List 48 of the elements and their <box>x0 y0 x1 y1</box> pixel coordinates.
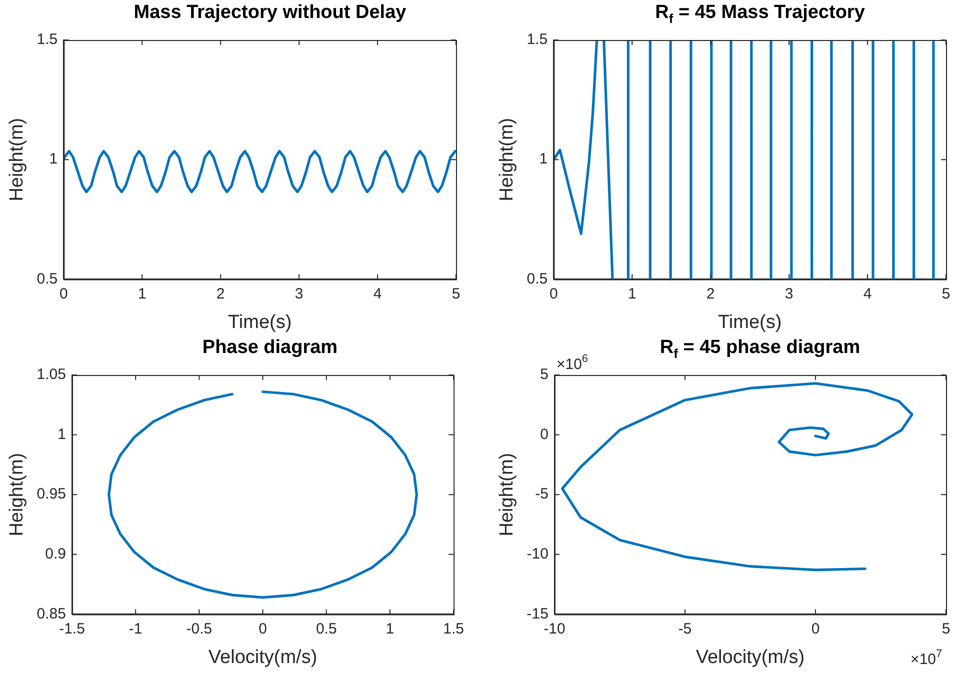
x-tick-label: -5 <box>678 620 692 638</box>
x-tick-label: 5 <box>942 620 950 638</box>
x-tick-label: 5 <box>452 285 460 302</box>
chart-title: Mass Trajectory without Delay <box>132 2 408 24</box>
x-tick-label: 4 <box>373 285 382 302</box>
x-tick-label: 1.5 <box>443 620 464 638</box>
y-tick-label: 0.9 <box>45 546 66 563</box>
x-tick-label: 3 <box>294 285 304 302</box>
x-tick-label: 0 <box>811 620 820 638</box>
y-tick-label: 0.5 <box>526 270 548 288</box>
y-tick-label: 0.95 <box>36 486 66 503</box>
y-axis-title: Height(m) <box>6 452 28 536</box>
x-tick-label: 3 <box>784 285 794 302</box>
y-tick-label: -5 <box>535 486 548 503</box>
y-tick-label: 1.05 <box>36 366 66 384</box>
y-tick-label: 1 <box>539 150 548 168</box>
y-tick-label: 1 <box>49 150 58 168</box>
y-tick-label: 1.5 <box>526 31 548 48</box>
x-tick-label: 1 <box>138 285 146 302</box>
x-tick-label: 0 <box>258 620 267 638</box>
y-tick-label: 0.85 <box>36 605 66 622</box>
x-tick-label: 0.5 <box>316 620 337 638</box>
x-tick-label: 4 <box>863 285 872 302</box>
chart-title: R$_{f}$ = 45 Mass Trajectory <box>654 2 866 26</box>
y-tick-label: 0.5 <box>36 270 58 288</box>
y-tick-label: 1 <box>58 426 66 443</box>
x-tick-label: 1 <box>386 620 394 638</box>
y-tick-label: 0 <box>540 426 548 443</box>
chart-title: Phase diagram <box>201 337 339 359</box>
x-tick-label: 1 <box>628 285 636 302</box>
y-axis-title: Height(m) <box>496 118 518 202</box>
x-axis-title: Time(s) <box>228 312 292 333</box>
x-tick-label: 5 <box>942 285 950 302</box>
x-axis-title: Velocity(m/s) <box>696 646 805 668</box>
y-tick-label: 5 <box>540 366 548 384</box>
x-axis-title: Time(s) <box>718 312 782 333</box>
y-axis-title: Height(m) <box>496 452 518 536</box>
x-tick-label: 2 <box>216 285 225 302</box>
x-tick-label: -1.5 <box>59 620 85 638</box>
x-axis-title: Velocity(m/s) <box>208 646 318 668</box>
y-axis-title: Height(m) <box>6 118 28 202</box>
y-tick-label: 1.5 <box>36 31 58 48</box>
y-tick-label: -10 <box>526 546 548 563</box>
x-tick-label: -1 <box>128 620 142 638</box>
x-tick-label: 2 <box>706 285 715 302</box>
y-tick-label: -15 <box>526 605 548 622</box>
x-tick-label: -0.5 <box>186 620 212 638</box>
chart-title: R$_{f}$ = 45 phase diagram <box>660 337 860 361</box>
